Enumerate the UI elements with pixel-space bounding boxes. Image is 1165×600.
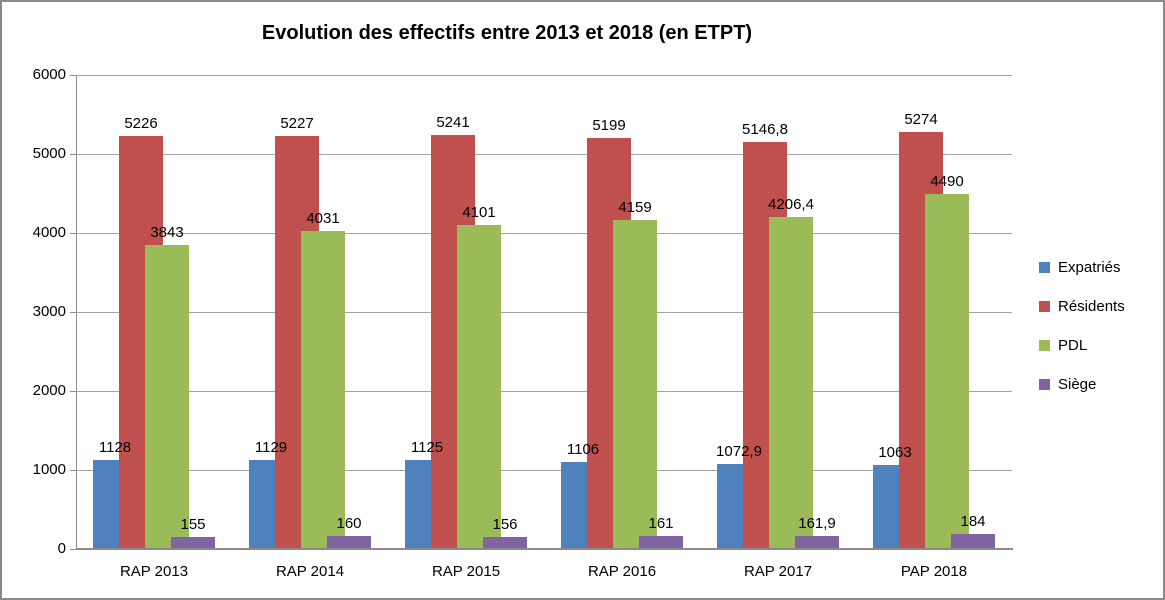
y-axis-label-4000: 4000 <box>32 224 66 241</box>
bar-siège-2 <box>327 536 371 549</box>
x-axis-label-rap-2016: RAP 2016 <box>587 563 657 580</box>
legend-swatch-expatriés <box>1039 262 1050 273</box>
x-axis-line <box>76 548 1013 550</box>
bar-value-label: 5226 <box>124 115 158 133</box>
y-axis-tick-5000 <box>70 154 76 155</box>
legend-label: Siège <box>1058 376 1097 393</box>
bar-value-label: 5227 <box>280 115 314 133</box>
x-axis-label-rap-2017: RAP 2017 <box>743 563 813 580</box>
bar-value-label: 4159 <box>618 199 652 217</box>
y-axis-tick-3000 <box>70 312 76 313</box>
gridline-5000 <box>76 154 1012 155</box>
bar-value-label: 1072,9 <box>716 443 762 461</box>
legend-swatch-siège <box>1039 379 1050 390</box>
legend-item-siège: Siège <box>1039 376 1125 393</box>
bar-value-label: 1106 <box>566 440 600 458</box>
bar-value-label: 5241 <box>436 113 470 131</box>
bar-siège-5 <box>795 536 839 549</box>
bar-value-label: 155 <box>180 515 206 533</box>
y-axis-tick-0 <box>70 549 76 550</box>
bar-value-label: 1125 <box>410 439 444 457</box>
bar-siège-1 <box>171 536 215 549</box>
y-axis-label-0: 0 <box>57 540 66 557</box>
bar-value-label: 4206,4 <box>768 195 814 213</box>
bar-pdl-5 <box>769 216 813 549</box>
bar-value-label: 161 <box>648 515 674 533</box>
bar-value-label: 5274 <box>904 111 938 129</box>
y-axis-tick-6000 <box>70 75 76 76</box>
bar-value-label: 5146,8 <box>742 121 788 139</box>
bar-value-label: 5199 <box>592 117 626 135</box>
y-axis-label-2000: 2000 <box>32 382 66 399</box>
bar-value-label: 156 <box>492 515 518 533</box>
y-axis-label-1000: 1000 <box>32 461 66 478</box>
plot-area: 1128 5226 3843 155 1129 5227 4031 160 1125 5241 41… <box>76 75 1012 549</box>
bar-value-label: 1063 <box>878 444 912 462</box>
legend-label: Expatriés <box>1058 259 1121 276</box>
x-axis-label-rap-2015: RAP 2015 <box>431 563 501 580</box>
bar-value-label: 4101 <box>462 204 496 222</box>
bar-value-label: 1129 <box>254 438 288 456</box>
y-axis-label-3000: 3000 <box>32 303 66 320</box>
legend-swatch-pdl <box>1039 340 1050 351</box>
legend-item-expatriés: Expatriés <box>1039 259 1125 276</box>
legend-item-résidents: Résidents <box>1039 298 1125 315</box>
bar-value-label: 184 <box>960 513 986 531</box>
bar-value-label: 4031 <box>306 209 340 227</box>
legend-item-pdl: PDL <box>1039 337 1125 354</box>
bar-value-label: 161,9 <box>798 515 836 533</box>
legend-swatch-résidents <box>1039 301 1050 312</box>
gridline-3000 <box>76 312 1012 313</box>
y-axis-tick-2000 <box>70 391 76 392</box>
x-axis-label-pap-2018: PAP 2018 <box>900 563 968 580</box>
legend: Expatriés Résidents PDL Siège <box>1039 259 1125 393</box>
gridline-2000 <box>76 391 1012 392</box>
bar-value-label: 3843 <box>150 224 184 242</box>
bar-value-label: 160 <box>336 515 362 533</box>
bar-value-label: 1128 <box>98 438 132 456</box>
y-axis-label-6000: 6000 <box>32 66 66 83</box>
y-axis-tick-1000 <box>70 470 76 471</box>
y-axis-tick-4000 <box>70 233 76 234</box>
bar-pdl-3 <box>457 225 501 549</box>
gridline-6000 <box>76 75 1012 76</box>
bar-siège-6 <box>951 534 995 549</box>
bar-pdl-6 <box>925 194 969 549</box>
bar-value-label: 4490 <box>930 173 964 191</box>
legend-label: PDL <box>1058 337 1088 354</box>
bar-siège-3 <box>483 536 527 549</box>
bar-pdl-1 <box>145 245 189 549</box>
x-axis-label-rap-2014: RAP 2014 <box>275 563 345 580</box>
y-axis-label-5000: 5000 <box>32 145 66 162</box>
gridline-4000 <box>76 233 1012 234</box>
legend-label: Résidents <box>1058 298 1125 315</box>
bar-pdl-4 <box>613 220 657 549</box>
bar-siège-4 <box>639 536 683 549</box>
gridline-1000 <box>76 470 1012 471</box>
bar-pdl-2 <box>301 230 345 549</box>
x-axis-label-rap-2013: RAP 2013 <box>119 563 189 580</box>
chart-title: Evolution des effectifs entre 2013 et 20… <box>261 22 753 44</box>
